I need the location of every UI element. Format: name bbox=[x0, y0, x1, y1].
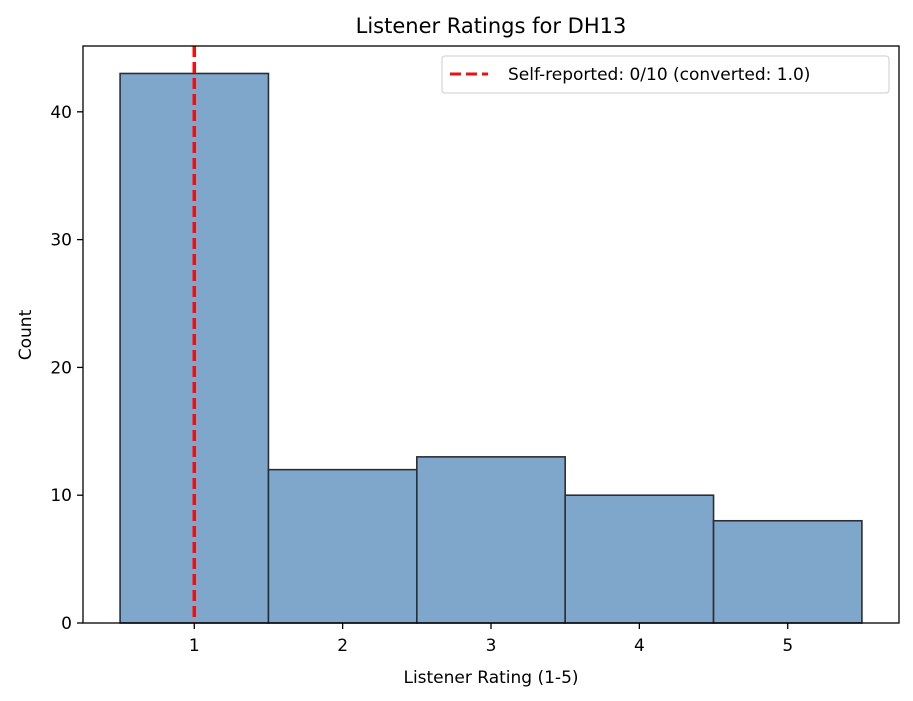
legend-label: Self-reported: 0/10 (converted: 1.0) bbox=[508, 65, 810, 85]
y-tick-label: 10 bbox=[50, 486, 72, 506]
y-tick-label: 40 bbox=[50, 103, 72, 123]
y-axis-label: Count bbox=[16, 309, 36, 360]
x-axis: 1 2 3 4 5 bbox=[189, 623, 793, 656]
bar-5 bbox=[712, 519, 863, 624]
legend-box bbox=[441, 55, 890, 94]
chart-title: Listener Ratings for DH13 bbox=[356, 14, 627, 38]
y-tick-label: 0 bbox=[61, 614, 72, 634]
y-tick-label: 30 bbox=[50, 231, 72, 251]
legend: Self-reported: 0/10 (converted: 1.0) bbox=[441, 55, 890, 94]
bar-3 bbox=[416, 456, 566, 624]
x-tick-label: 2 bbox=[337, 636, 348, 656]
bar-1 bbox=[119, 72, 270, 624]
x-tick-label: 1 bbox=[189, 636, 200, 656]
x-tick-label: 3 bbox=[486, 636, 497, 656]
bar-2 bbox=[267, 468, 418, 624]
bars-group bbox=[119, 72, 863, 624]
y-axis: 0 10 20 30 40 bbox=[50, 103, 83, 634]
y-tick-label: 20 bbox=[50, 358, 72, 378]
x-tick-label: 5 bbox=[782, 636, 793, 656]
bar-4 bbox=[564, 494, 715, 624]
x-axis-label: Listener Rating (1-5) bbox=[403, 668, 578, 688]
x-tick-label: 4 bbox=[634, 636, 645, 656]
